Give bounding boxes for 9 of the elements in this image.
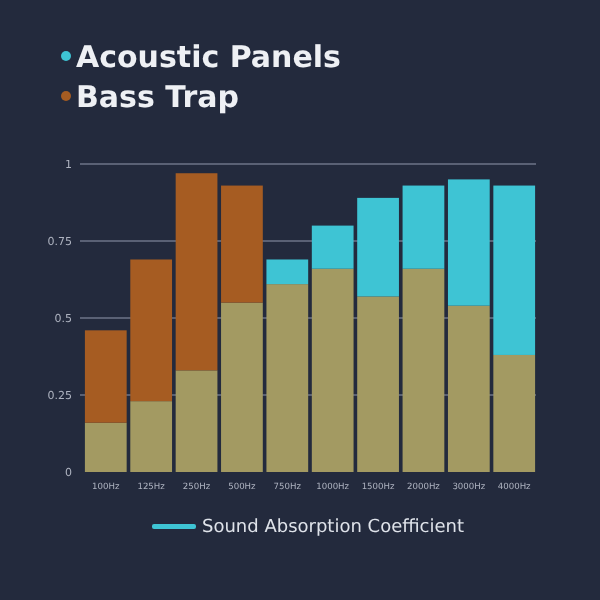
bar [266,259,309,285]
legend-label: Bass Trap [76,78,240,115]
bar [221,185,263,303]
bar [402,185,445,269]
legend-label: Acoustic Panels [76,38,342,75]
bar [402,268,445,472]
bar [175,173,218,371]
bar [175,370,218,472]
text: Sound Absorption Coefficient [202,518,465,539]
